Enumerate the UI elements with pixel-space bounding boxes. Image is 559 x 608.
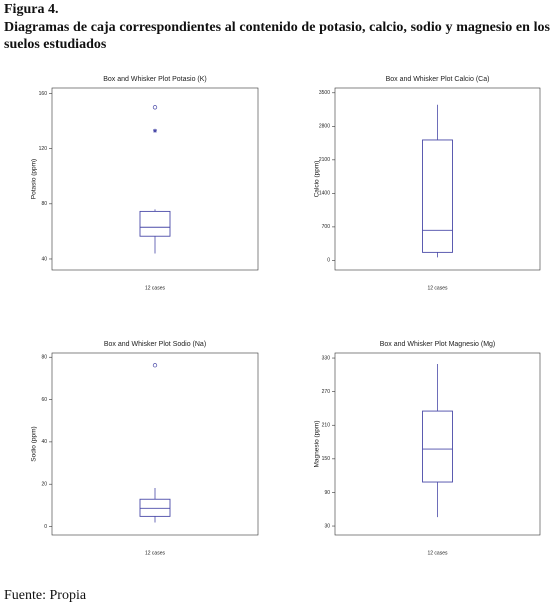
y-tick-label: 80 [41, 355, 47, 361]
x-axis-label: 12 cases [145, 285, 166, 291]
chart-title: Box and Whisker Plot Potasio (K) [103, 76, 207, 83]
y-axis-label: Potasio (ppm) [31, 159, 38, 199]
chart-title: Box and Whisker Plot Magnesio (Mg) [380, 341, 496, 348]
y-tick-label: 40 [41, 439, 47, 445]
outlier [152, 105, 158, 110]
y-axis-label: Calcio (ppm) [314, 161, 321, 198]
y-axis-label: Sodio (ppm) [31, 426, 38, 461]
box [422, 139, 453, 253]
y-tick-label: 0 [327, 258, 330, 264]
chart-title: Box and Whisker Plot Sodio (Na) [104, 341, 206, 348]
y-tick-label: 0 [44, 524, 47, 530]
y-tick-label: 160 [39, 91, 48, 97]
caption: Diagramas de caja correspondientes al co… [4, 20, 550, 52]
y-tick-label: 90 [324, 490, 330, 496]
y-tick-label: 2800 [319, 124, 330, 130]
box [422, 410, 453, 483]
x-axis-label: 12 cases [427, 550, 448, 556]
plot-frame [334, 352, 541, 536]
y-tick-label: 40 [41, 256, 47, 262]
outlier [152, 363, 158, 368]
y-tick-label: 150 [322, 456, 331, 462]
plot-frame [51, 352, 259, 536]
box [139, 498, 171, 517]
plot-frame [51, 87, 259, 271]
x-axis-label: 12 cases [145, 550, 166, 556]
y-tick-label: 20 [41, 482, 47, 488]
y-tick-label: 330 [322, 355, 331, 361]
y-tick-label: 120 [39, 146, 48, 152]
source: Fuente: Propia [4, 588, 87, 603]
y-tick-label: 210 [322, 423, 331, 429]
y-tick-label: 700 [322, 224, 331, 230]
x-axis-label: 12 cases [427, 285, 448, 291]
y-axis-label: Magnesio (ppm) [314, 421, 321, 468]
y-tick-label: 30 [324, 523, 330, 529]
y-tick-label: 60 [41, 397, 47, 403]
box [139, 210, 171, 237]
chart-title: Box and Whisker Plot Calcio (Ca) [386, 76, 490, 83]
y-tick-label: 3500 [319, 90, 330, 96]
y-tick-label: 2100 [319, 157, 330, 163]
figure-label: Figura 4. [4, 2, 59, 17]
y-tick-label: 1400 [319, 191, 330, 197]
plot-frame [334, 87, 541, 271]
y-tick-label: 270 [322, 389, 331, 395]
outlier [153, 128, 157, 133]
y-tick-label: 80 [41, 201, 47, 207]
